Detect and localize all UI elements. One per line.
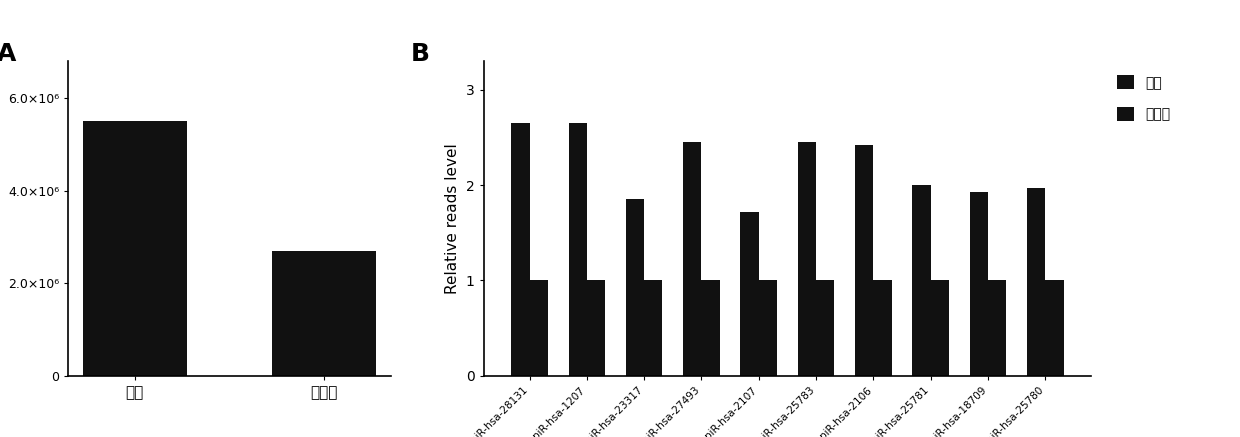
Bar [83,121,187,376]
Y-axis label: Reads: Reads [0,195,2,242]
Bar [272,251,376,376]
Bar [873,281,892,376]
Bar [511,123,529,376]
Bar [683,142,702,376]
Bar [587,281,605,376]
Bar [1045,281,1064,376]
Bar [931,281,949,376]
Bar [856,145,873,376]
Text: A: A [0,42,16,66]
Bar [626,199,644,376]
Bar [1027,188,1045,376]
Bar [816,281,835,376]
Legend: 正常, 弱精症: 正常, 弱精症 [1110,68,1177,128]
Y-axis label: Relative reads level: Relative reads level [445,143,460,294]
Bar [740,212,759,376]
Text: B: B [410,42,430,66]
Bar [759,281,777,376]
Bar [970,192,988,376]
Bar [529,281,548,376]
Bar [644,281,662,376]
Bar [988,281,1007,376]
Bar [913,185,931,376]
Bar [797,142,816,376]
Bar [702,281,719,376]
Bar [568,123,587,376]
